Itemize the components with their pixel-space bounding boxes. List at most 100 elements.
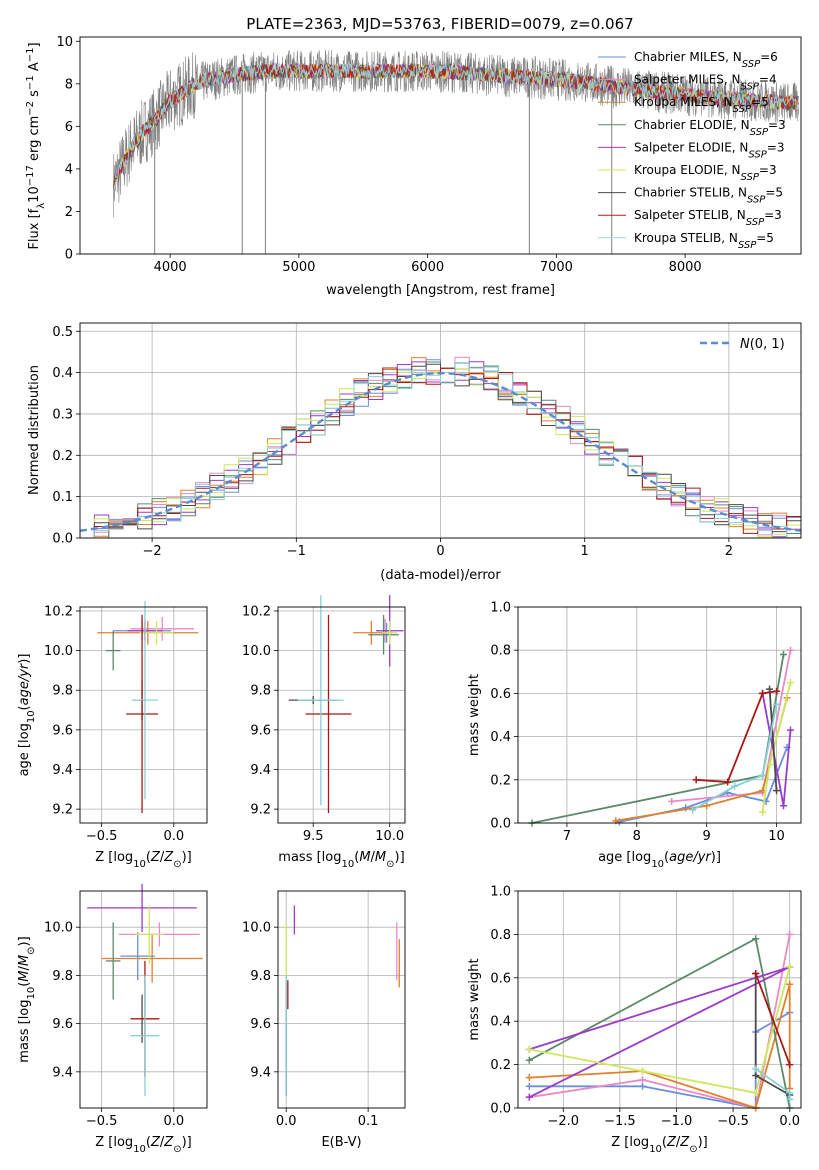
x-tick-label: 0	[436, 544, 444, 559]
age_vs_mass-plot-area	[288, 595, 404, 814]
y-tick-label: 9.8	[250, 684, 271, 699]
y-tick-label: 6	[65, 120, 73, 135]
data-marker	[731, 782, 739, 790]
spectrum-panel: 4000 5000 6000 7000 8000 0 2 4 6 8 10 wavelength [A…	[25, 35, 802, 298]
data-marker	[780, 802, 788, 810]
y-axis-label: mass [log10(M/M⊙)]	[17, 936, 37, 1062]
y-tick-label: 10.2	[242, 604, 271, 619]
x-tick-label: 0.1	[358, 1114, 379, 1129]
y-tick-label: 0.0	[490, 817, 511, 832]
x-tick-label: 0.0	[779, 1114, 800, 1129]
axes-frame	[517, 606, 802, 824]
mass_vs_ebv-panel: 0.0 0.1 9.4 9.6 9.8 10.0 E(B-V)	[242, 890, 406, 1150]
legend-label: Salpeter ELODIE, NSSP=3	[634, 140, 784, 160]
y-tick-label: 9.4	[52, 763, 73, 778]
y-tick-label: 0.2	[490, 773, 511, 788]
x-tick-label: 0.0	[163, 1114, 184, 1129]
y-tick-label: 0.5	[52, 325, 73, 340]
x-tick-label: −1	[287, 544, 306, 559]
x-tick-label: −2.0	[547, 1114, 579, 1129]
data-marker	[787, 679, 795, 687]
data-marker	[787, 646, 795, 654]
y-tick-label: 2	[65, 205, 73, 220]
age_vs_Z-panel: −0.5 0.0 9.2 9.4 9.6 9.8 10.0 10.2 Z [log10(Z/Z⊙…	[17, 601, 208, 870]
y-tick-label: 0.4	[490, 1015, 511, 1030]
x-tick-label: −2	[143, 544, 162, 559]
weight_vs_age-plot-area	[528, 646, 795, 827]
data-marker	[639, 1082, 647, 1090]
y-tick-label: 9.2	[52, 803, 73, 818]
data-marker	[752, 969, 760, 977]
y-tick-label: 9.6	[52, 723, 73, 738]
data-marker	[786, 963, 794, 971]
data-marker	[787, 726, 795, 734]
legend-label: Chabrier MILES, NSSP=6	[634, 50, 778, 70]
axes-frame	[277, 890, 406, 1109]
legend-label: Kroupa STELIB, NSSP=5	[634, 231, 774, 251]
y-tick-label: 0	[65, 248, 73, 263]
y-tick-label: 10.0	[242, 644, 271, 659]
legend-label: Salpeter STELIB, NSSP=3	[634, 208, 782, 228]
mass_vs_ebv-plot-area	[285, 905, 400, 1096]
y-tick-label: 9.6	[52, 1017, 73, 1032]
mass-weight-line	[692, 704, 778, 811]
data-marker	[692, 776, 700, 784]
model-spectrum-line	[112, 61, 799, 191]
data-marker	[773, 687, 781, 695]
data-marker	[525, 1082, 533, 1090]
y-tick-label: 0.1	[52, 490, 73, 505]
legend-label: Chabrier STELIB, NSSP=5	[634, 186, 783, 206]
y-tick-label: 10.0	[44, 644, 73, 659]
y-tick-label: 9.6	[250, 723, 271, 738]
x-axis-label: Z [log10(Z/Z⊙)]	[95, 1135, 192, 1155]
x-tick-label: 1	[581, 544, 589, 559]
y-tick-label: 1.0	[490, 885, 511, 900]
data-marker	[668, 797, 676, 805]
x-tick-label: −0.5	[717, 1114, 749, 1129]
data-marker	[752, 1071, 760, 1079]
x-axis-label: wavelength [Angstrom, rest frame]	[326, 283, 555, 298]
x-tick-label: 8	[633, 829, 641, 844]
axes-frame	[79, 322, 802, 539]
figure-title: PLATE=2363, MJD=53763, FIBERID=0079, z=0…	[246, 15, 633, 33]
data-marker	[724, 778, 732, 786]
y-tick-label: 9.8	[52, 684, 73, 699]
data-marker	[786, 1089, 794, 1097]
y-tick-label: 4	[65, 162, 73, 177]
y-tick-label: 9.6	[250, 1017, 271, 1032]
data-marker	[759, 771, 767, 779]
y-tick-label: 1.0	[490, 601, 511, 616]
y-tick-label: 0.4	[52, 366, 73, 381]
y-tick-label: 9.8	[52, 969, 73, 984]
legend-label: Kroupa MILES, NSSP=5	[634, 95, 769, 115]
y-tick-label: 0.2	[52, 449, 73, 464]
mass-weight-line	[768, 689, 778, 791]
mass-weight-line	[528, 937, 791, 1109]
y-axis-label: mass weight	[467, 958, 482, 1040]
axes-frame	[79, 36, 802, 255]
y-axis-label: mass weight	[467, 674, 482, 756]
legend-label: Kroupa ELODIE, NSSP=3	[634, 163, 777, 183]
x-axis-label: Z [log10(Z/Z⊙)]	[95, 850, 192, 870]
x-tick-label: 9	[703, 829, 711, 844]
data-marker	[752, 1065, 760, 1073]
data-marker	[689, 806, 697, 814]
axes-frame	[517, 890, 802, 1109]
y-tick-label: 10.2	[44, 604, 73, 619]
age_vs_mass-panel: 9.5 10.0 9.2 9.4 9.6 9.8 10.0 10.2 mass [log10(M…	[242, 595, 406, 870]
y-tick-label: 0.0	[490, 1102, 511, 1117]
x-tick-label: 2	[725, 544, 733, 559]
axes-frame	[277, 606, 406, 824]
mass-weight-line	[528, 966, 791, 1099]
y-tick-label: 9.8	[250, 969, 271, 984]
data-marker	[752, 1089, 760, 1097]
x-tick-label: −0.5	[86, 829, 118, 844]
legend-label: N(0, 1)	[740, 337, 785, 352]
x-axis-label: Z [log10(Z/Z⊙)]	[611, 1135, 708, 1155]
y-axis-label: Normed distribution	[27, 365, 42, 495]
x-tick-label: 4000	[154, 260, 187, 275]
mass-weight-line	[696, 690, 777, 783]
x-tick-label: 7000	[540, 260, 573, 275]
axes-frame	[79, 606, 208, 824]
